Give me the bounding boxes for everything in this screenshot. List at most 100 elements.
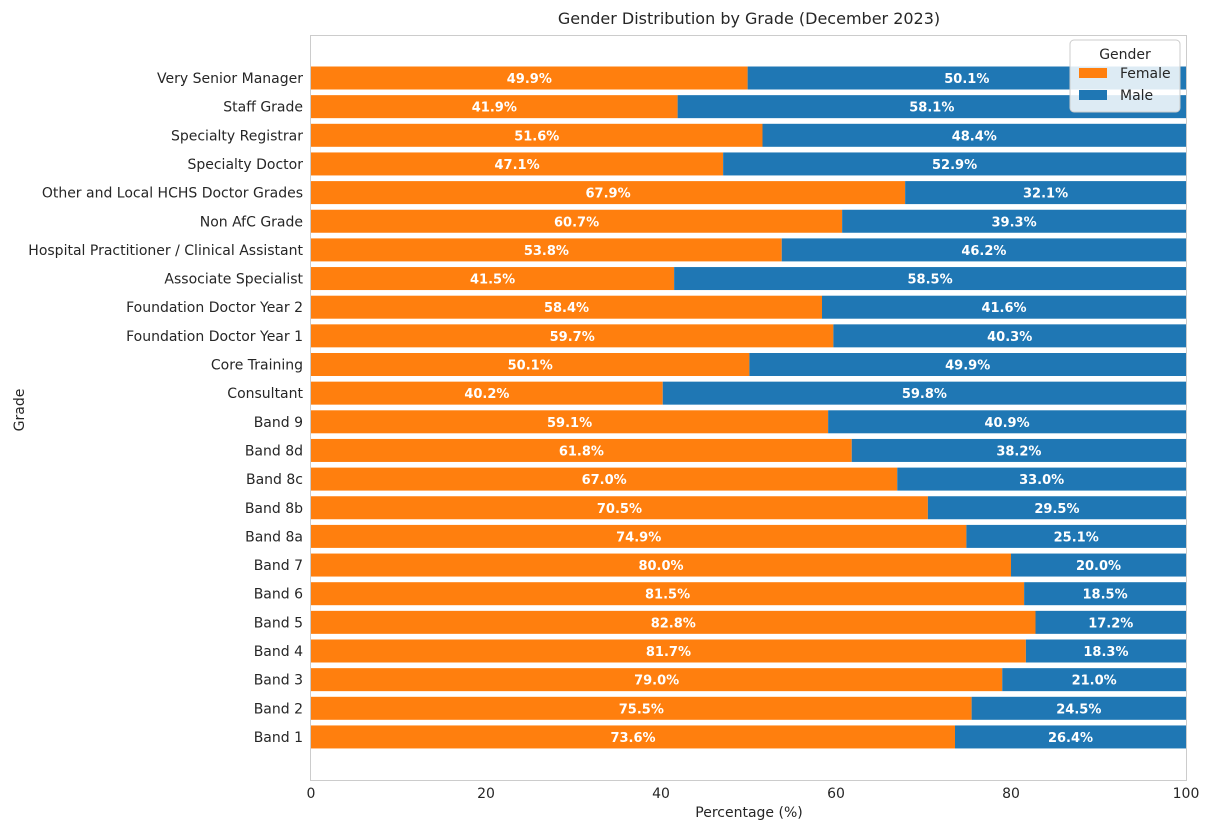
bars-layer: 49.9% 50.1% 41.9% 58.1% 51.6% 48.4% 47.1% 52.9%… bbox=[311, 66, 1186, 749]
bar-value-label: 41.5% bbox=[470, 273, 515, 288]
bar-male bbox=[749, 353, 1186, 376]
bar-male bbox=[822, 295, 1186, 319]
category-label: Band 8a bbox=[245, 529, 303, 545]
bar-value-label: 39.3% bbox=[992, 215, 1037, 230]
bar-value-label: 25.1% bbox=[1054, 530, 1099, 545]
bar-male bbox=[971, 696, 1186, 720]
bar-female bbox=[311, 209, 843, 233]
bar-value-label: 58.4% bbox=[544, 301, 589, 316]
bar-value-label: 21.0% bbox=[1072, 674, 1117, 689]
bar-female bbox=[311, 181, 906, 205]
bar-female bbox=[311, 324, 834, 348]
bar-male bbox=[781, 238, 1186, 262]
bar-value-label: 59.8% bbox=[902, 387, 947, 402]
bar-female bbox=[311, 467, 898, 491]
legend-label-female: Female bbox=[1120, 66, 1171, 82]
bar-female bbox=[311, 152, 724, 176]
bar-female bbox=[311, 123, 763, 147]
bar-value-label: 51.6% bbox=[514, 129, 559, 144]
bar-female bbox=[311, 267, 675, 291]
bar-value-label: 49.9% bbox=[507, 72, 552, 87]
legend-title: Gender bbox=[1099, 47, 1151, 63]
legend-swatch-female bbox=[1079, 68, 1107, 78]
bar-male bbox=[842, 209, 1186, 233]
bar-female bbox=[311, 95, 678, 119]
bar-female bbox=[311, 639, 1026, 663]
bar-value-label: 18.5% bbox=[1083, 588, 1128, 603]
bar-value-label: 33.0% bbox=[1019, 473, 1064, 488]
category-label: Specialty Registrar bbox=[171, 128, 303, 144]
bar-value-label: 80.0% bbox=[638, 559, 683, 574]
bar-value-label: 40.3% bbox=[987, 330, 1032, 345]
bar-male bbox=[723, 152, 1186, 176]
bar-female bbox=[311, 725, 955, 749]
chart-title: Gender Distribution by Grade (December 2… bbox=[558, 9, 940, 28]
bar-female bbox=[311, 353, 750, 376]
bar-male bbox=[1011, 553, 1186, 577]
category-label: Foundation Doctor Year 1 bbox=[126, 329, 303, 345]
bar-value-label: 41.9% bbox=[472, 101, 517, 116]
bar-value-label: 32.1% bbox=[1023, 187, 1068, 202]
x-tick-label: 80 bbox=[1002, 786, 1020, 802]
bar-male bbox=[1035, 610, 1186, 634]
bar-female bbox=[311, 295, 822, 319]
category-label: Specialty Doctor bbox=[187, 157, 303, 173]
bar-male bbox=[662, 381, 1186, 405]
bar-value-label: 82.8% bbox=[651, 616, 696, 631]
bar-male bbox=[955, 725, 1186, 749]
category-labels: Very Senior Manager Staff Grade Specialty … bbox=[28, 71, 303, 746]
bar-male bbox=[1002, 668, 1186, 692]
bar-value-label: 38.2% bbox=[996, 444, 1041, 459]
category-label: Foundation Doctor Year 2 bbox=[126, 300, 303, 316]
category-label: Staff Grade bbox=[223, 100, 303, 116]
legend: Gender Female Male bbox=[1069, 39, 1181, 113]
bar-male bbox=[762, 123, 1186, 147]
bar-value-label: 70.5% bbox=[597, 502, 642, 517]
bar-value-label: 18.3% bbox=[1083, 645, 1128, 660]
bar-value-label: 46.2% bbox=[961, 244, 1006, 259]
bar-value-label: 26.4% bbox=[1048, 731, 1093, 746]
bar-male bbox=[1025, 639, 1186, 663]
category-label: Band 6 bbox=[254, 587, 303, 603]
bar-value-label: 40.9% bbox=[985, 416, 1030, 431]
bar-male bbox=[1024, 582, 1186, 606]
legend-swatch-male bbox=[1079, 90, 1107, 100]
bar-value-label: 50.1% bbox=[944, 72, 989, 87]
bar-female bbox=[311, 610, 1036, 634]
bar-value-label: 50.1% bbox=[508, 359, 553, 374]
bar-male bbox=[966, 524, 1186, 548]
bar-value-label: 52.9% bbox=[932, 158, 977, 173]
bar-female bbox=[311, 238, 782, 262]
bar-value-label: 67.9% bbox=[586, 187, 631, 202]
category-label: Band 1 bbox=[254, 730, 303, 746]
category-label: Hospital Practitioner / Clinical Assista… bbox=[28, 243, 303, 259]
bar-value-label: 41.6% bbox=[981, 301, 1026, 316]
bar-value-label: 40.2% bbox=[464, 387, 509, 402]
category-label: Band 7 bbox=[254, 558, 303, 574]
bar-female bbox=[311, 410, 829, 434]
category-label: Band 4 bbox=[254, 644, 303, 660]
bar-value-label: 58.1% bbox=[909, 101, 954, 116]
bar-value-label: 59.1% bbox=[547, 416, 592, 431]
x-tick-label: 0 bbox=[307, 786, 316, 802]
bar-female bbox=[311, 66, 748, 90]
bar-female bbox=[311, 524, 967, 548]
bar-value-label: 49.9% bbox=[945, 359, 990, 374]
category-label: Consultant bbox=[227, 386, 303, 402]
x-tick-label: 100 bbox=[1173, 786, 1200, 802]
category-label: Band 8d bbox=[245, 443, 303, 459]
bar-female bbox=[311, 438, 852, 462]
category-label: Other and Local HCHS Doctor Grades bbox=[42, 186, 303, 202]
category-label: Associate Specialist bbox=[164, 272, 303, 288]
bar-female bbox=[311, 582, 1025, 606]
bar-male bbox=[674, 267, 1186, 291]
bar-value-label: 53.8% bbox=[524, 244, 569, 259]
legend-label-male: Male bbox=[1120, 88, 1153, 104]
bar-value-label: 48.4% bbox=[952, 129, 997, 144]
bar-value-label: 79.0% bbox=[634, 674, 679, 689]
bar-value-label: 61.8% bbox=[559, 444, 604, 459]
legend-entries: Female Male bbox=[1079, 66, 1171, 104]
category-label: Band 3 bbox=[254, 673, 303, 689]
bar-value-label: 58.5% bbox=[908, 273, 953, 288]
